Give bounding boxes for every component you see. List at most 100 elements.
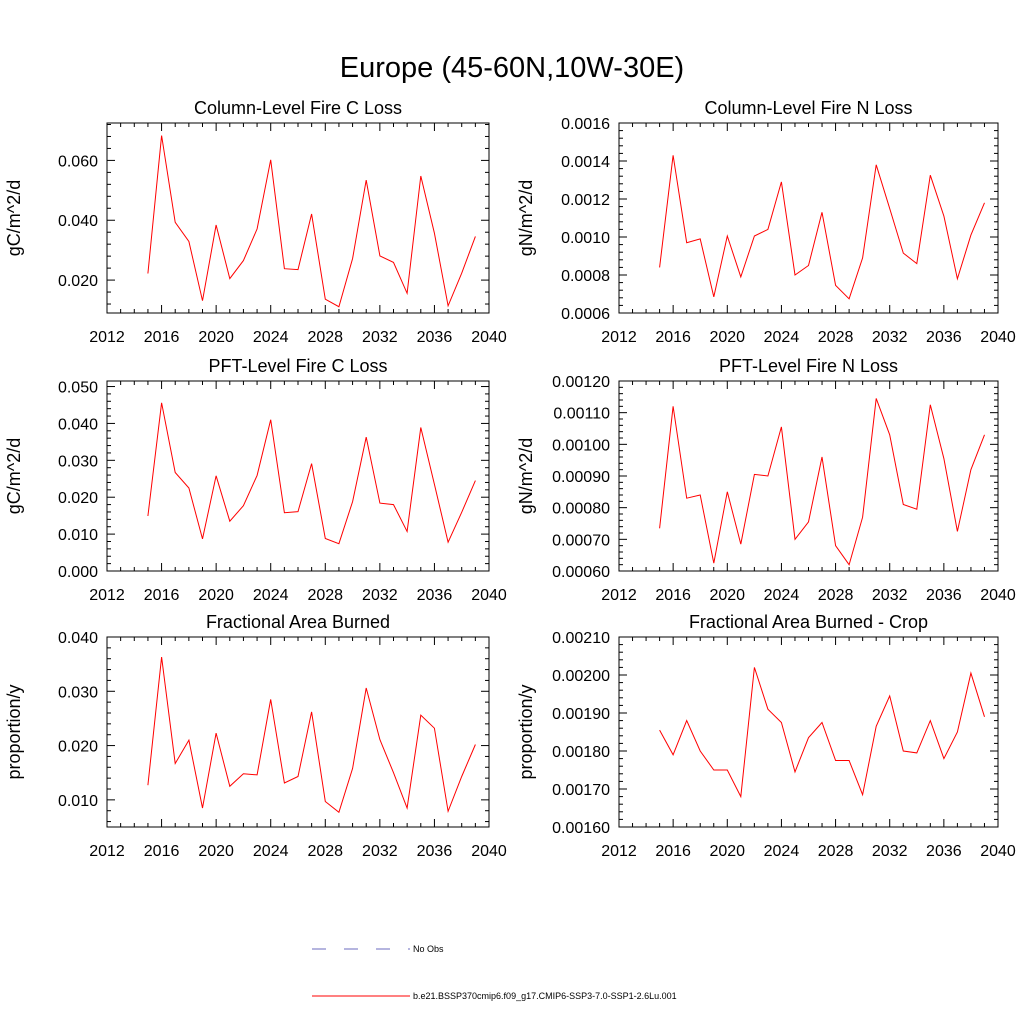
legend-label-model-run: b.e21.BSSP370cmip6.f09_g17.CMIP6-SSP3-7.… (413, 991, 677, 1001)
x-tick-label: 2036 (926, 329, 962, 346)
plot-frame (618, 636, 999, 828)
series-line (147, 135, 476, 308)
x-tick-label: 2016 (655, 843, 691, 860)
y-axis-label: proportion/y (516, 684, 536, 779)
y-tick-label: 0.00170 (552, 782, 610, 799)
y-tick-label: 0.00090 (552, 469, 610, 486)
x-tick-label: 2028 (818, 843, 854, 860)
chart-panel: Fractional Area Burned proportion/y 2012 20… (4, 612, 507, 860)
chart-panel: Column-Level Fire C Loss gC/m^2/d 2012 2016… (4, 98, 507, 346)
panel-title: PFT-Level Fire N Loss (719, 356, 898, 376)
y-axis-label: gC/m^2/d (4, 438, 24, 514)
y-tick-label: 0.00110 (553, 406, 610, 423)
y-tick-label: 0.0012 (561, 192, 610, 209)
chart-panel: PFT-Level Fire N Loss gN/m^2/d 2012 2016 202… (516, 356, 1016, 604)
chart-panel: PFT-Level Fire C Loss gC/m^2/d 2012 2016 202… (4, 356, 507, 604)
y-tick-label: 0.050 (58, 380, 98, 397)
x-tick-label: 2012 (89, 843, 125, 860)
y-tick-label: 0.000 (58, 564, 98, 581)
x-tick-label: 2012 (601, 329, 637, 346)
y-tick-label: 0.00080 (552, 501, 610, 518)
x-tick-label: 2032 (872, 843, 908, 860)
x-tick-label: 2040 (471, 843, 507, 860)
y-axis-label: proportion/y (4, 684, 24, 779)
chart-panel: Column-Level Fire N Loss gN/m^2/d 2012 2016… (516, 98, 1016, 346)
x-tick-label: 2036 (926, 587, 962, 604)
x-tick-label: 2020 (198, 329, 234, 346)
panels: Column-Level Fire C Loss gC/m^2/d 2012 2016… (4, 98, 1016, 860)
x-tick-label: 2028 (307, 329, 343, 346)
plot-frame (106, 380, 490, 572)
plot-frame (618, 380, 999, 572)
x-tick-label: 2016 (144, 587, 180, 604)
y-tick-label: 0.020 (58, 273, 98, 290)
x-tick-label: 2024 (253, 587, 289, 604)
x-tick-label: 2024 (253, 843, 289, 860)
legend: No Obs b.e21.BSSP370cmip6.f09_g17.CMIP6-… (312, 944, 677, 1001)
x-tick-label: 2040 (980, 329, 1016, 346)
x-tick-label: 2032 (362, 329, 398, 346)
x-tick-label: 2040 (471, 587, 507, 604)
plot-frame (106, 636, 490, 828)
y-tick-label: 0.0008 (561, 268, 610, 285)
legend-item-no-obs: No Obs (312, 944, 444, 954)
x-tick-label: 2036 (926, 843, 962, 860)
x-tick-label: 2016 (144, 329, 180, 346)
y-tick-label: 0.040 (58, 630, 98, 647)
y-tick-label: 0.00060 (552, 564, 610, 581)
x-tick-label: 2028 (307, 843, 343, 860)
y-axis-label: gN/m^2/d (516, 180, 536, 256)
panel-title: Column-Level Fire C Loss (194, 98, 402, 118)
chart-panel: Fractional Area Burned - Crop proportion/… (516, 612, 1016, 860)
y-tick-label: 0.0006 (561, 306, 610, 323)
legend-label-no-obs: No Obs (413, 944, 444, 954)
x-tick-label: 2028 (818, 587, 854, 604)
x-tick-label: 2024 (764, 843, 800, 860)
y-tick-label: 0.00070 (552, 532, 610, 549)
series-line (659, 667, 985, 799)
series-line (659, 398, 985, 566)
x-tick-label: 2028 (307, 587, 343, 604)
y-tick-label: 0.0010 (561, 230, 610, 247)
y-axis-label: gC/m^2/d (4, 180, 24, 256)
x-tick-label: 2020 (709, 587, 745, 604)
y-tick-label: 0.00100 (552, 437, 610, 454)
series-line (147, 657, 476, 814)
x-tick-label: 2012 (601, 587, 637, 604)
panel-title: Column-Level Fire N Loss (704, 98, 912, 118)
x-tick-label: 2016 (144, 843, 180, 860)
x-tick-label: 2024 (764, 587, 800, 604)
x-tick-label: 2040 (980, 587, 1016, 604)
y-tick-label: 0.010 (58, 793, 98, 810)
x-tick-label: 2012 (601, 843, 637, 860)
x-tick-label: 2036 (417, 587, 453, 604)
x-tick-label: 2028 (818, 329, 854, 346)
y-tick-label: 0.040 (58, 416, 98, 433)
x-tick-label: 2024 (253, 329, 289, 346)
y-tick-label: 0.030 (58, 453, 98, 470)
x-tick-label: 2020 (709, 329, 745, 346)
x-tick-label: 2040 (471, 329, 507, 346)
plot-frame (618, 122, 999, 314)
x-tick-label: 2016 (655, 587, 691, 604)
x-tick-label: 2040 (980, 843, 1016, 860)
x-tick-label: 2012 (89, 587, 125, 604)
y-tick-label: 0.020 (58, 490, 98, 507)
legend-item-model-run: b.e21.BSSP370cmip6.f09_g17.CMIP6-SSP3-7.… (312, 991, 677, 1001)
y-tick-label: 0.00200 (552, 668, 610, 685)
x-tick-label: 2020 (198, 843, 234, 860)
y-tick-label: 0.040 (58, 213, 98, 230)
x-tick-label: 2032 (872, 587, 908, 604)
x-tick-label: 2032 (872, 329, 908, 346)
figure-title: Europe (45-60N,10W-30E) (340, 52, 684, 84)
x-tick-label: 2020 (709, 843, 745, 860)
y-tick-label: 0.00210 (552, 630, 610, 647)
x-tick-label: 2036 (417, 843, 453, 860)
y-tick-label: 0.010 (58, 527, 98, 544)
y-tick-label: 0.00180 (552, 744, 610, 761)
panel-title: PFT-Level Fire C Loss (208, 356, 387, 376)
y-tick-label: 0.00190 (552, 706, 610, 723)
y-axis-label: gN/m^2/d (516, 438, 536, 514)
y-tick-label: 0.00160 (552, 820, 610, 837)
